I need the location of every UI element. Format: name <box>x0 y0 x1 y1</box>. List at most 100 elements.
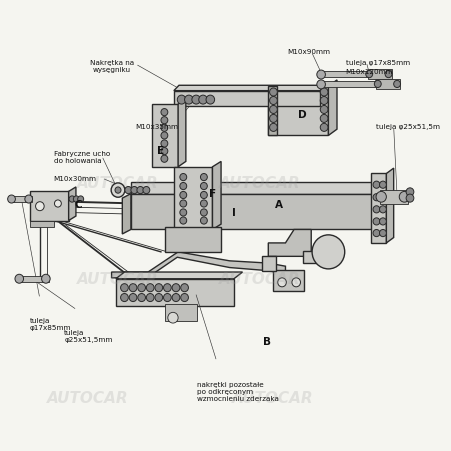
Circle shape <box>379 218 386 226</box>
Text: I: I <box>231 207 235 217</box>
Polygon shape <box>69 188 76 221</box>
Polygon shape <box>115 279 234 306</box>
Bar <box>376 80 399 90</box>
Text: AUTOCAR: AUTOCAR <box>231 390 313 405</box>
Circle shape <box>320 89 327 97</box>
Circle shape <box>320 97 327 105</box>
Polygon shape <box>174 86 324 92</box>
Circle shape <box>143 187 149 194</box>
Circle shape <box>365 71 372 78</box>
Circle shape <box>179 201 186 207</box>
Polygon shape <box>268 230 311 257</box>
Circle shape <box>172 284 179 292</box>
Text: tuleja φ17x85mm: tuleja φ17x85mm <box>345 60 409 65</box>
Circle shape <box>138 294 145 302</box>
Text: AUTOCAR: AUTOCAR <box>77 175 158 190</box>
Circle shape <box>111 184 124 198</box>
Text: AUTOCAR: AUTOCAR <box>218 175 300 190</box>
Text: C: C <box>74 199 82 209</box>
Polygon shape <box>30 192 69 221</box>
Circle shape <box>155 284 162 292</box>
Circle shape <box>200 183 207 190</box>
Polygon shape <box>178 100 185 167</box>
Circle shape <box>398 192 409 202</box>
Text: AUTOCAR: AUTOCAR <box>47 390 129 405</box>
Circle shape <box>191 96 200 105</box>
Circle shape <box>161 156 167 163</box>
Polygon shape <box>30 221 54 228</box>
Circle shape <box>155 294 162 302</box>
Circle shape <box>146 284 154 292</box>
Polygon shape <box>151 105 178 167</box>
Circle shape <box>379 206 386 213</box>
Circle shape <box>277 278 285 287</box>
Bar <box>10 197 32 202</box>
Bar <box>319 82 379 88</box>
Circle shape <box>25 196 32 203</box>
Circle shape <box>316 71 325 80</box>
Circle shape <box>200 217 207 225</box>
Circle shape <box>198 96 207 105</box>
Circle shape <box>200 201 207 207</box>
Circle shape <box>316 81 325 90</box>
Polygon shape <box>371 174 386 244</box>
Circle shape <box>393 81 400 88</box>
Polygon shape <box>174 92 319 107</box>
Circle shape <box>179 209 186 216</box>
Circle shape <box>291 278 300 287</box>
Circle shape <box>15 275 23 284</box>
Text: nakrętki pozostałe
po odkręconym
wzmocnieniu zderzaka: nakrętki pozostałe po odkręconym wzmocni… <box>197 381 279 401</box>
Circle shape <box>372 194 379 201</box>
Circle shape <box>311 235 344 269</box>
Text: F: F <box>208 189 216 198</box>
Circle shape <box>161 133 167 140</box>
Bar <box>165 304 197 322</box>
Circle shape <box>180 294 188 302</box>
Bar <box>379 191 407 204</box>
Circle shape <box>179 217 186 225</box>
Circle shape <box>161 125 167 132</box>
Circle shape <box>379 230 386 237</box>
Circle shape <box>269 89 277 97</box>
Bar <box>17 276 49 283</box>
Polygon shape <box>386 169 393 244</box>
Circle shape <box>372 182 379 189</box>
Circle shape <box>269 124 277 132</box>
Polygon shape <box>165 228 221 252</box>
Text: tuleja φ25x51,5m: tuleja φ25x51,5m <box>375 124 439 130</box>
Polygon shape <box>268 87 328 136</box>
Circle shape <box>379 194 386 201</box>
Polygon shape <box>122 194 131 235</box>
Circle shape <box>372 206 379 213</box>
Circle shape <box>405 189 413 197</box>
Circle shape <box>320 106 327 114</box>
Circle shape <box>200 192 207 199</box>
Polygon shape <box>131 183 379 194</box>
Circle shape <box>320 115 327 123</box>
Text: M10x120mm: M10x120mm <box>345 69 392 75</box>
Circle shape <box>373 81 380 88</box>
Polygon shape <box>115 272 242 279</box>
Circle shape <box>78 197 83 202</box>
Circle shape <box>200 174 207 181</box>
Polygon shape <box>212 162 221 230</box>
Circle shape <box>138 284 145 292</box>
Circle shape <box>405 195 413 202</box>
Circle shape <box>163 284 171 292</box>
Circle shape <box>129 294 137 302</box>
Circle shape <box>167 313 178 323</box>
Circle shape <box>161 141 167 148</box>
Circle shape <box>320 124 327 132</box>
Circle shape <box>372 230 379 237</box>
Circle shape <box>384 71 391 78</box>
Text: Fabryczne ucho
do holowania: Fabryczne ucho do holowania <box>54 151 110 164</box>
Circle shape <box>184 96 193 105</box>
Circle shape <box>161 117 167 124</box>
Circle shape <box>179 192 186 199</box>
Circle shape <box>129 284 137 292</box>
Circle shape <box>179 183 186 190</box>
Circle shape <box>372 218 379 226</box>
Polygon shape <box>328 81 336 136</box>
Circle shape <box>41 275 50 284</box>
Circle shape <box>163 294 171 302</box>
